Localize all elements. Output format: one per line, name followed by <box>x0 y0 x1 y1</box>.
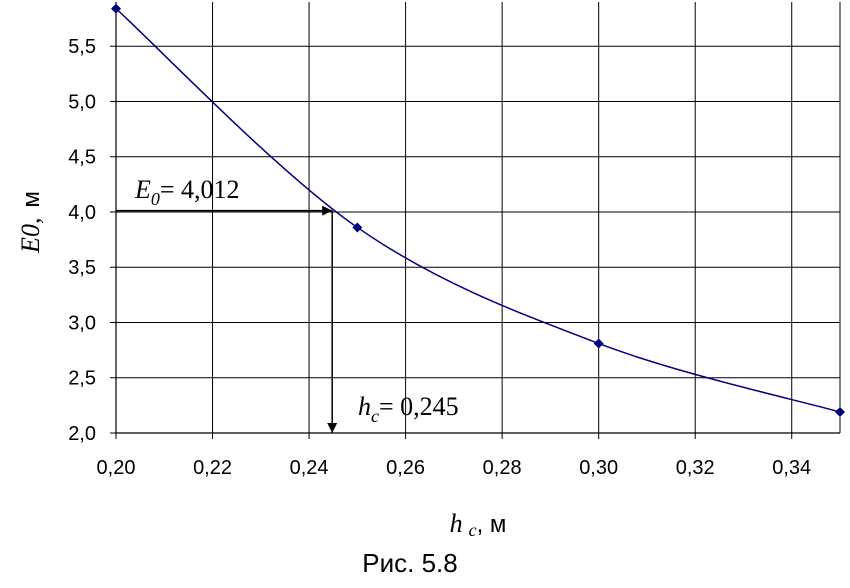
figure-caption: Рис. 5.8 <box>362 548 458 578</box>
y-tick-label-4: 4,0 <box>68 202 96 224</box>
y-axis-label-unit: м <box>18 191 45 208</box>
y-tick-label-5: 4,5 <box>68 147 96 169</box>
hc-annotation: hc= 0,245 <box>358 392 459 426</box>
e0-var: E <box>134 175 151 204</box>
x-tick-label-4: 0,28 <box>483 457 522 479</box>
x-tick-label-7: 0,34 <box>772 457 811 479</box>
y-axis-label: E0, м <box>16 191 45 254</box>
x-tick-label-2: 0,24 <box>290 457 329 479</box>
y-tick-label-0: 2,0 <box>68 423 96 445</box>
x-axis-label-sub: c <box>469 520 477 540</box>
axes <box>110 2 840 439</box>
data-point-1 <box>352 222 363 233</box>
y-tick-label-3: 3,5 <box>68 257 96 279</box>
x-tick-label-1: 0,22 <box>193 457 232 479</box>
x-tick-label-3: 0,26 <box>386 457 425 479</box>
e0-value: = 4,012 <box>160 175 240 204</box>
x-axis-label: h c, м <box>450 509 507 540</box>
e0-sub: 0 <box>151 189 160 209</box>
data-point-3 <box>835 407 845 418</box>
y-tick-label-1: 2,5 <box>68 368 96 390</box>
hc-var: h <box>358 392 371 421</box>
x-axis-label-unit: , м <box>477 511 507 538</box>
y-tick-label-2: 3,0 <box>68 312 96 334</box>
y-tick-label-7: 5,5 <box>68 36 96 58</box>
e0-annotation: E0= 4,012 <box>134 175 240 209</box>
data-point-2 <box>593 338 604 349</box>
x-tick-labels: 0,20 0,22 0,24 0,26 0,28 0,30 0,32 0,34 <box>97 457 812 479</box>
x-tick-label-5: 0,30 <box>579 457 618 479</box>
annotations: E0= 4,012 hc= 0,245 <box>116 175 459 433</box>
grid <box>115 2 841 434</box>
x-axis-label-var: h <box>450 509 463 538</box>
y-tick-labels: 2,0 2,5 3,0 3,5 4,0 4,5 5,0 5,5 <box>68 36 96 445</box>
series-line <box>115 8 841 413</box>
hc-sub: c <box>371 406 379 426</box>
series-markers <box>111 3 845 418</box>
x-tick-label-0: 0,20 <box>97 457 136 479</box>
hc-value: = 0,245 <box>379 392 459 421</box>
y-tick-label-6: 5,0 <box>68 91 96 113</box>
plot-area <box>116 2 840 433</box>
data-point-0 <box>111 3 121 14</box>
y-axis-label-var: E0, <box>16 218 45 254</box>
x-tick-label-6: 0,32 <box>676 457 715 479</box>
